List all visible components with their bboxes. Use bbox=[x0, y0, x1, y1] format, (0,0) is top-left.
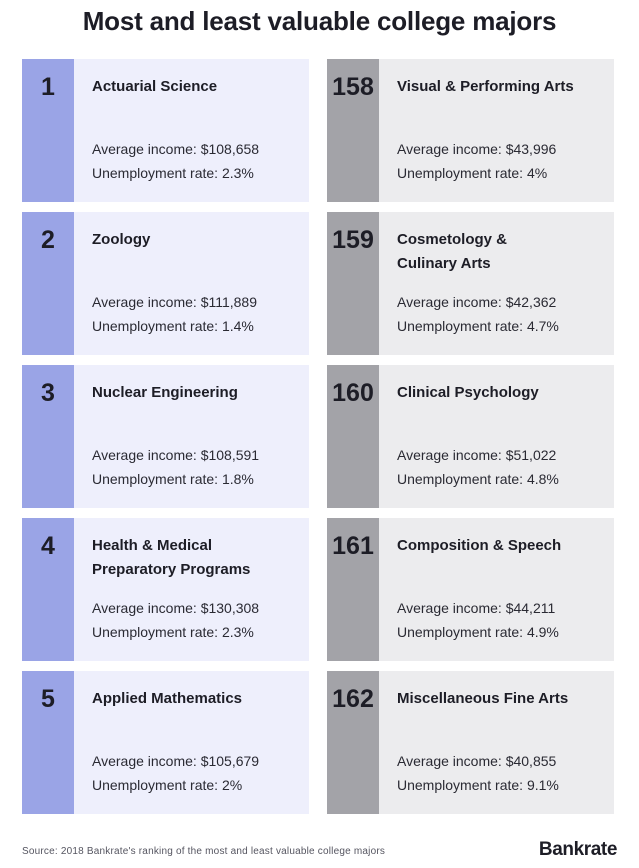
rank-box: 159 bbox=[327, 212, 379, 355]
rank-number: 162 bbox=[332, 685, 374, 713]
rank-number: 5 bbox=[41, 685, 55, 713]
unemployment-rate: Unemployment rate: 4.9% bbox=[397, 624, 559, 640]
major-info: Zoology Average income: $111,889 Unemplo… bbox=[74, 212, 309, 355]
major-info: Actuarial Science Average income: $108,6… bbox=[74, 59, 309, 202]
rank-number: 3 bbox=[41, 379, 55, 407]
average-income: Average income: $42,362 bbox=[397, 294, 557, 310]
rank-box: 5 bbox=[22, 671, 74, 814]
unemployment-rate: Unemployment rate: 2.3% bbox=[92, 624, 254, 640]
major-info: Applied Mathematics Average income: $105… bbox=[74, 671, 309, 814]
rank-box: 1 bbox=[22, 59, 74, 202]
most-valuable-column: 1 Actuarial Science Average income: $108… bbox=[22, 59, 309, 824]
brand-logo: Bankrate bbox=[538, 839, 618, 860]
major-card: 160 Clinical Psychology Average income: … bbox=[327, 365, 614, 508]
average-income: Average income: $51,022 bbox=[397, 447, 557, 463]
major-card: 5 Applied Mathematics Average income: $1… bbox=[22, 671, 309, 814]
major-name: Applied Mathematics bbox=[92, 690, 243, 707]
least-valuable-column: 158 Visual & Performing Arts Average inc… bbox=[327, 59, 614, 824]
major-card: 3 Nuclear Engineering Average income: $1… bbox=[22, 365, 309, 508]
major-name: Clinical Psychology bbox=[397, 384, 539, 401]
major-info: Clinical Psychology Average income: $51,… bbox=[379, 365, 614, 508]
average-income: Average income: $44,211 bbox=[397, 600, 556, 616]
unemployment-rate: Unemployment rate: 2% bbox=[92, 777, 243, 793]
unemployment-rate: Unemployment rate: 2.3% bbox=[92, 165, 254, 181]
major-name: Health & Medical Preparatory Programs bbox=[92, 537, 251, 578]
rank-box: 3 bbox=[22, 365, 74, 508]
major-info: Visual & Performing Arts Average income:… bbox=[379, 59, 614, 202]
major-card: 159 Cosmetology & Culinary Arts Average … bbox=[327, 212, 614, 355]
rank-box: 160 bbox=[327, 365, 379, 508]
major-card: 158 Visual & Performing Arts Average inc… bbox=[327, 59, 614, 202]
rank-box: 162 bbox=[327, 671, 379, 814]
major-card: 1 Actuarial Science Average income: $108… bbox=[22, 59, 309, 202]
rank-box: 161 bbox=[327, 518, 379, 661]
rank-box: 158 bbox=[327, 59, 379, 202]
unemployment-rate: Unemployment rate: 1.4% bbox=[92, 318, 254, 334]
average-income: Average income: $111,889 bbox=[92, 294, 258, 310]
rank-number: 161 bbox=[332, 532, 374, 560]
major-name: Visual & Performing Arts bbox=[397, 78, 574, 95]
major-info: Nuclear Engineering Average income: $108… bbox=[74, 365, 309, 508]
rank-number: 1 bbox=[41, 73, 55, 101]
page-title: Most and least valuable college majors bbox=[82, 6, 557, 36]
major-card: 4 Health & Medical Preparatory Programs … bbox=[22, 518, 309, 661]
rank-number: 160 bbox=[332, 379, 374, 407]
rank-box: 4 bbox=[22, 518, 74, 661]
average-income: Average income: $40,855 bbox=[397, 753, 557, 769]
average-income: Average income: $105,679 bbox=[92, 753, 260, 769]
major-name: Composition & Speech bbox=[397, 537, 562, 554]
average-income: Average income: $130,308 bbox=[92, 600, 260, 616]
major-name: Cosmetology & Culinary Arts bbox=[397, 231, 508, 272]
rank-number: 159 bbox=[332, 226, 374, 254]
major-card: 162 Miscellaneous Fine Arts Average inco… bbox=[327, 671, 614, 814]
unemployment-rate: Unemployment rate: 9.1% bbox=[397, 777, 559, 793]
average-income: Average income: $108,658 bbox=[92, 141, 260, 157]
major-info: Composition & Speech Average income: $44… bbox=[379, 518, 614, 661]
source-note: Source: 2018 Bankrate's ranking of the m… bbox=[22, 846, 386, 857]
unemployment-rate: Unemployment rate: 4.7% bbox=[397, 318, 559, 334]
unemployment-rate: Unemployment rate: 4.8% bbox=[397, 471, 559, 487]
rank-number: 2 bbox=[41, 226, 55, 254]
major-card: 161 Composition & Speech Average income:… bbox=[327, 518, 614, 661]
major-info: Cosmetology & Culinary Arts Average inco… bbox=[379, 212, 614, 355]
rank-box: 2 bbox=[22, 212, 74, 355]
rank-number: 158 bbox=[332, 73, 374, 101]
major-card: 2 Zoology Average income: $111,889 Unemp… bbox=[22, 212, 309, 355]
average-income: Average income: $43,996 bbox=[397, 141, 557, 157]
major-name: Zoology bbox=[92, 231, 151, 248]
major-info: Miscellaneous Fine Arts Average income: … bbox=[379, 671, 614, 814]
unemployment-rate: Unemployment rate: 1.8% bbox=[92, 471, 254, 487]
major-name: Miscellaneous Fine Arts bbox=[397, 690, 569, 707]
rank-number: 4 bbox=[41, 532, 55, 560]
unemployment-rate: Unemployment rate: 4% bbox=[397, 165, 548, 181]
average-income: Average income: $108,591 bbox=[92, 447, 260, 463]
major-info: Health & Medical Preparatory Programs Av… bbox=[74, 518, 309, 661]
major-name: Nuclear Engineering bbox=[92, 384, 238, 401]
major-name: Actuarial Science bbox=[92, 78, 218, 95]
